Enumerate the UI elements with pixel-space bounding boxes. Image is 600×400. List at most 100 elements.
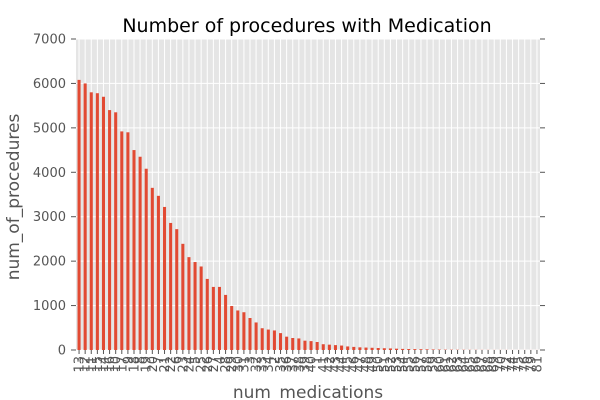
bar — [199, 266, 203, 350]
x-tick-label: 26 — [201, 356, 216, 373]
x-tick-label: 22 — [164, 356, 179, 373]
x-tick-label: 51 — [378, 356, 393, 373]
x-tick-label: 66 — [469, 356, 484, 373]
x-tick-label: 35 — [274, 356, 289, 373]
bar — [181, 243, 185, 350]
bar — [358, 347, 362, 350]
bar — [101, 96, 105, 350]
bar — [425, 349, 429, 350]
x-tick-label: 60 — [433, 356, 448, 373]
bar — [413, 349, 417, 350]
bar — [279, 333, 283, 350]
x-tick-label: 25 — [195, 356, 210, 373]
bar — [120, 131, 124, 350]
x-tick-label: 27 — [207, 356, 222, 373]
x-tick-label: 81 — [530, 356, 545, 373]
bar — [242, 312, 246, 350]
bar — [236, 310, 240, 350]
x-tick-label: 39 — [298, 356, 313, 373]
bar — [285, 336, 289, 350]
bar — [144, 168, 148, 350]
x-tick-label: 14 — [97, 356, 112, 373]
bar — [156, 195, 160, 350]
x-tick-label: 17 — [115, 356, 130, 373]
x-tick-label: 1 — [311, 356, 326, 364]
x-tick-label: 47 — [353, 356, 368, 373]
x-tick-label: 13 — [73, 356, 88, 373]
bar — [260, 328, 264, 350]
bar — [333, 345, 337, 350]
bar — [230, 306, 234, 350]
bar — [419, 349, 423, 350]
x-tick-label: 69 — [488, 356, 503, 373]
x-tick-label: 46 — [347, 356, 362, 373]
x-tick-label: 4 — [213, 356, 228, 364]
x-tick-label: 76 — [518, 356, 533, 373]
bar — [254, 322, 258, 350]
bar — [114, 112, 118, 350]
bar — [150, 187, 154, 350]
x-tick-label: 15 — [91, 356, 106, 373]
bar — [108, 110, 112, 350]
bar — [370, 347, 374, 350]
x-tick-labels: 1312111514161017918819207212262324525262… — [73, 356, 546, 373]
y-tick-label: 5000 — [33, 121, 66, 136]
bar — [248, 318, 252, 350]
x-tick-label: 54 — [396, 356, 411, 373]
bar — [382, 348, 386, 350]
x-tick-label: 24 — [182, 356, 197, 373]
x-tick-label: 56 — [408, 356, 423, 373]
x-tick-label: 67 — [476, 356, 491, 373]
x-tick-label: 29 — [225, 356, 240, 373]
x-tick-label: 50 — [372, 356, 387, 373]
x-tick-label: 65 — [463, 356, 478, 373]
bar — [388, 348, 392, 350]
x-tick-label: 32 — [250, 356, 265, 373]
bars — [77, 79, 539, 351]
y-tick-labels: 0 1000 2000 3000 4000 5000 6000 7000 — [33, 33, 66, 359]
y-tick-label: 1000 — [33, 299, 66, 314]
bar — [321, 344, 325, 350]
bar — [272, 330, 276, 350]
y-tick-label: 0 — [58, 344, 66, 359]
y-axis-label: num_of_procedures — [4, 114, 24, 281]
bar — [224, 294, 228, 350]
bar — [211, 286, 215, 350]
x-tick-label: 45 — [341, 356, 356, 373]
x-tick-label: 57 — [414, 356, 429, 373]
x-tick-label: 49 — [366, 356, 381, 373]
y-tick-label: 3000 — [33, 210, 66, 225]
bar — [132, 150, 136, 350]
x-tick-label: 12 — [79, 356, 94, 373]
bar — [315, 342, 319, 350]
x-tick-label: 58 — [421, 356, 436, 373]
x-tick-label: 10 — [109, 356, 124, 373]
x-tick-label: 36 — [280, 356, 295, 373]
bar — [407, 349, 411, 350]
x-tick-label: 42 — [323, 356, 338, 373]
bar — [175, 229, 179, 350]
bar — [346, 346, 350, 350]
bar — [395, 348, 399, 350]
bar — [205, 278, 209, 350]
x-tick-label: 44 — [335, 356, 350, 373]
x-tick-label: 70 — [494, 356, 509, 373]
x-tick-label: 8 — [134, 356, 149, 364]
x-tick-label: 18 — [128, 356, 143, 373]
x-tick-label: 64 — [457, 356, 472, 373]
x-tick-label: 41 — [317, 356, 332, 373]
x-tick-label: 43 — [329, 356, 344, 373]
x-tick-label: 33 — [256, 356, 271, 373]
x-tick-label: 48 — [360, 356, 375, 373]
x-tick-label: 68 — [482, 356, 497, 373]
x-tick-label: 61 — [439, 356, 454, 373]
chart-title: Number of procedures with Medication — [122, 15, 491, 37]
bar — [401, 348, 405, 350]
bar — [187, 257, 191, 350]
x-tick-label: 16 — [103, 356, 118, 373]
x-tick-label: 34 — [262, 356, 277, 373]
bar — [266, 329, 270, 350]
x-tick-label: 3 — [244, 356, 259, 364]
